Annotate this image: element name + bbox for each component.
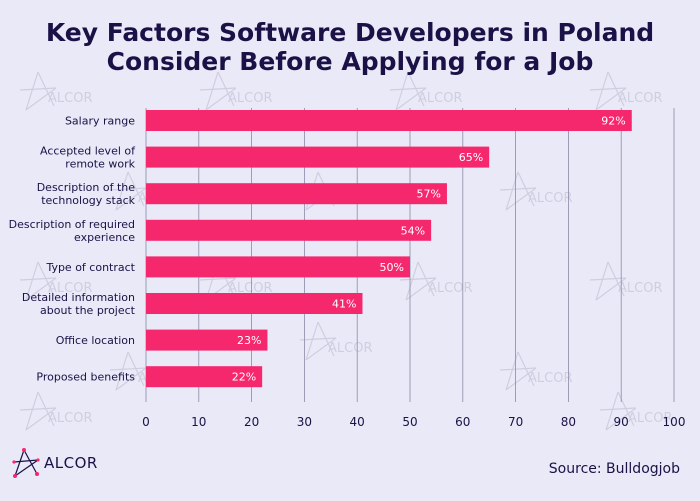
category-label: Salary range (65, 115, 135, 128)
bar-3 (146, 219, 432, 241)
data-label: 22% (232, 371, 256, 384)
data-label: 23% (237, 334, 261, 347)
watermark-text: ALCOR (628, 411, 672, 426)
x-axis-ticks: 0 10 20 30 40 50 60 70 80 90 100 (142, 415, 685, 429)
brand-name: ALCOR (44, 454, 98, 472)
watermark-text: ALCOR (228, 281, 272, 296)
bar-7 (146, 366, 263, 388)
watermark-6: ALCOR (499, 171, 572, 211)
data-label: 57% (417, 188, 441, 201)
category-label: Proposed benefits (36, 371, 135, 384)
watermark-2: ALCOR (389, 71, 462, 111)
x-tick-label: 30 (297, 415, 312, 429)
watermark-text: ALCOR (48, 281, 92, 296)
watermark-14: ALCOR (19, 391, 92, 431)
watermark-text: ALCOR (48, 411, 92, 426)
watermark-0: ALCOR (19, 71, 92, 111)
watermark-text: ALCOR (528, 191, 572, 206)
watermark-text: ALCOR (48, 91, 92, 106)
watermark-text: ALCOR (418, 91, 462, 106)
watermark-text: ALCOR (328, 341, 372, 356)
watermark-15: ALCOR (599, 391, 672, 431)
watermark-1: ALCOR (199, 71, 272, 111)
bars: 92% 65% 57% 54% 50% 41% 23% 22% (146, 110, 632, 388)
data-label: 92% (601, 115, 625, 128)
category-label: Office location (56, 334, 135, 347)
bar-4 (146, 256, 410, 278)
data-label: 41% (332, 298, 356, 311)
category-label: Accepted level of remote work (40, 145, 136, 171)
data-label: 54% (401, 224, 425, 237)
watermark-text: ALCOR (228, 91, 272, 106)
x-tick-label: 50 (402, 415, 417, 429)
watermark-13: ALCOR (499, 351, 572, 391)
alcor-logo: ALCOR (12, 448, 98, 478)
x-tick-label: 90 (614, 415, 629, 429)
x-tick-label: 100 (663, 415, 686, 429)
chart-title: Key Factors Software Developers in Polan… (0, 18, 700, 76)
source-note: Source: Bulldogjob (548, 461, 680, 477)
watermark-text: ALCOR (428, 281, 472, 296)
category-label: Type of contract (45, 261, 135, 274)
bar-6 (146, 329, 268, 351)
chart-title-line-1: Key Factors Software Developers in Polan… (45, 18, 655, 47)
alcor-star-icon (12, 448, 40, 478)
x-tick-label: 40 (350, 415, 365, 429)
bar-5 (146, 293, 363, 314)
watermark-text: ALCOR (618, 91, 662, 106)
category-label: Description of the technology stack (37, 181, 136, 207)
x-tick-label: 20 (244, 415, 259, 429)
watermark-12: ALCOR (299, 321, 372, 361)
watermark-10: ALCOR (589, 261, 662, 301)
watermark-9: ALCOR (399, 261, 472, 301)
category-label: Detailed information about the project (22, 291, 136, 317)
bar-2 (146, 183, 447, 205)
chart-title-line-2: Consider Before Applying for a Job (106, 47, 594, 76)
category-labels: Salary range Accepted level of remote work… (9, 115, 136, 384)
watermark-text: ALCOR (618, 281, 662, 296)
watermark-8: ALCOR (199, 261, 272, 301)
data-label: 65% (459, 151, 483, 164)
watermark-7: ALCOR (19, 261, 92, 301)
x-tick-label: 0 (142, 415, 150, 429)
data-label: 50% (380, 261, 404, 274)
x-tick-label: 70 (508, 415, 523, 429)
watermark-text: ALCOR (528, 371, 572, 386)
bar-0 (146, 110, 632, 131)
x-tick-label: 60 (455, 415, 470, 429)
watermark-3: ALCOR (589, 71, 662, 111)
x-tick-label: 80 (561, 415, 576, 429)
x-tick-label: 10 (191, 415, 206, 429)
category-label: Description of required experience (9, 218, 136, 244)
bar-1 (146, 146, 490, 168)
